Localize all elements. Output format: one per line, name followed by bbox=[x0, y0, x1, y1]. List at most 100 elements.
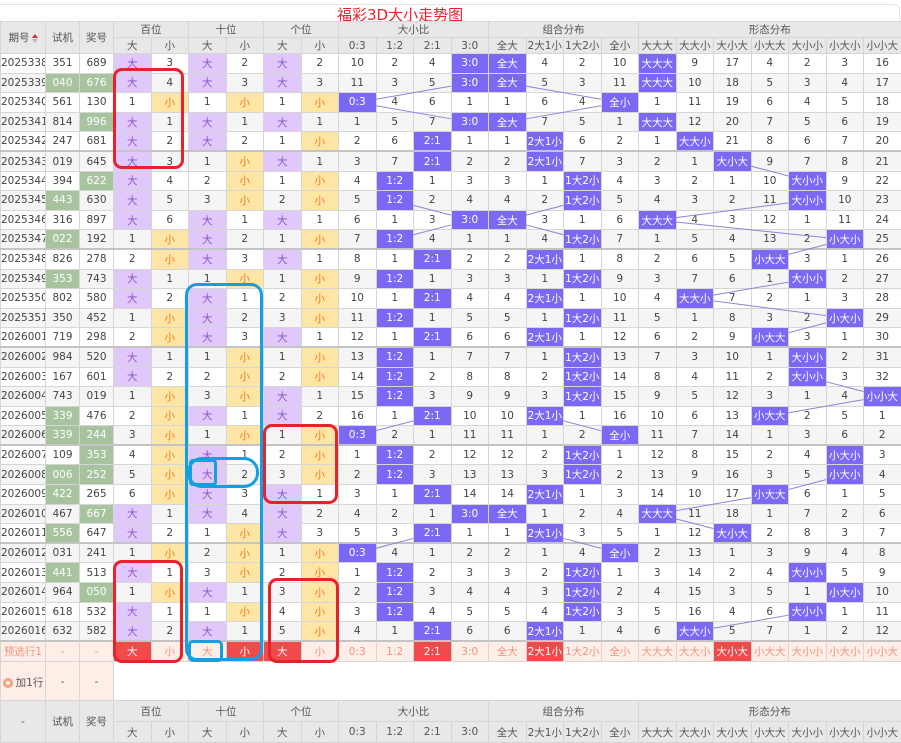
subheader-6: 0:3 bbox=[339, 38, 377, 54]
preselect-option[interactable]: 大大小 bbox=[676, 641, 714, 662]
draw-number-cell: 532 bbox=[80, 602, 114, 622]
preselect-option[interactable]: 大大大 bbox=[639, 641, 677, 662]
test-number-cell: 339 bbox=[46, 426, 80, 446]
draw-number-cell: 050 bbox=[80, 583, 114, 603]
trend-cell: 12 bbox=[339, 328, 377, 348]
trend-cell: 11 bbox=[639, 426, 677, 446]
trend-cell: 2 bbox=[489, 151, 527, 171]
preselect-option[interactable]: 小大大 bbox=[751, 641, 789, 662]
test-number-cell: 422 bbox=[46, 485, 80, 505]
issue-cell: 2025342 bbox=[1, 132, 46, 152]
trend-hit-cell: 大小小 bbox=[789, 563, 827, 583]
draw-number-cell: 630 bbox=[80, 191, 114, 211]
trend-cell: 3 bbox=[451, 563, 489, 583]
trend-cell: 6 bbox=[714, 269, 752, 289]
column-header-issue[interactable]: 期号 bbox=[1, 22, 46, 54]
trend-cell: 3 bbox=[601, 151, 639, 171]
preselect-option[interactable]: 全大 bbox=[489, 641, 527, 662]
trend-cell: 1 bbox=[189, 93, 227, 113]
trend-cell: 3 bbox=[489, 269, 527, 289]
preselect-option[interactable]: 小 bbox=[226, 641, 264, 662]
issue-cell: 2026012 bbox=[1, 543, 46, 563]
trend-hit-cell: 小大小 bbox=[826, 308, 864, 328]
trend-cell: 2 bbox=[264, 191, 302, 211]
trend-cell: 1 bbox=[301, 328, 339, 348]
preselect-option[interactable]: 小小大 bbox=[864, 641, 901, 662]
test-number-cell: 467 bbox=[46, 504, 80, 524]
preselect-option[interactable]: 2:1 bbox=[414, 641, 452, 662]
trend-hit-cell: 2大1小 bbox=[526, 249, 564, 269]
preselect-option[interactable]: 大 bbox=[264, 641, 302, 662]
trend-cell: 2 bbox=[601, 465, 639, 485]
trend-cell: 4 bbox=[639, 289, 677, 309]
preselect-option[interactable]: 全小 bbox=[601, 641, 639, 662]
trend-cell: 6 bbox=[414, 93, 452, 113]
trend-cell: 3 bbox=[714, 210, 752, 230]
trend-cell: 1 bbox=[526, 426, 564, 446]
add-row-button[interactable]: 加1行 bbox=[1, 662, 46, 703]
preselect-option[interactable]: 小大小 bbox=[826, 641, 864, 662]
preselect-option[interactable]: 2大1小 bbox=[526, 641, 564, 662]
trend-cell: 6 bbox=[526, 93, 564, 113]
trend-cell: 11 bbox=[714, 367, 752, 387]
trend-cell: 1 bbox=[751, 269, 789, 289]
trend-hit-cell: 小大大 bbox=[751, 485, 789, 505]
preselect-option[interactable]: 大小大 bbox=[714, 641, 752, 662]
trend-cell: 1 bbox=[226, 289, 264, 309]
preselect-option[interactable]: 小 bbox=[301, 641, 339, 662]
preselect-option[interactable]: 1大2小 bbox=[564, 641, 602, 662]
trend-hit-cell: 大 bbox=[114, 54, 152, 74]
trend-cell: 13 bbox=[489, 465, 527, 485]
trend-cell: 7 bbox=[564, 151, 602, 171]
preselect-option[interactable]: 大 bbox=[114, 641, 152, 662]
trend-cell: 1 bbox=[526, 171, 564, 191]
trend-cell: 1 bbox=[676, 151, 714, 171]
trend-cell: 1 bbox=[751, 426, 789, 446]
preselect-option[interactable]: 3:0 bbox=[451, 641, 489, 662]
trend-cell: 7 bbox=[376, 151, 414, 171]
subheader-1: 小 bbox=[151, 722, 189, 743]
group-header-units: 个位 bbox=[264, 22, 339, 38]
subheader-19: 小大小 bbox=[826, 722, 864, 743]
trend-hit-cell: 全小 bbox=[601, 543, 639, 563]
preselect-option[interactable]: 1:2 bbox=[376, 641, 414, 662]
trend-cell: 32 bbox=[864, 367, 901, 387]
trend-hit-cell: 大小小 bbox=[789, 367, 827, 387]
draw-number-cell: 192 bbox=[80, 230, 114, 250]
trend-cell: 3 bbox=[639, 171, 677, 191]
trend-cell: 1 bbox=[526, 308, 564, 328]
trend-cell: 1 bbox=[789, 387, 827, 407]
draw-number-cell: 647 bbox=[80, 524, 114, 544]
preselect-option[interactable]: 大小小 bbox=[789, 641, 827, 662]
trend-hit-cell: 小 bbox=[226, 347, 264, 367]
trend-cell: 2 bbox=[826, 269, 864, 289]
trend-cell: 4 bbox=[564, 93, 602, 113]
trend-cell: 11 bbox=[601, 308, 639, 328]
draw-number-cell: 676 bbox=[80, 73, 114, 93]
trend-hit-cell: 3:0 bbox=[451, 73, 489, 93]
trend-cell: 5 bbox=[714, 249, 752, 269]
trend-cell: 13 bbox=[676, 543, 714, 563]
trend-cell: 4 bbox=[414, 230, 452, 250]
trend-cell: 1 bbox=[114, 308, 152, 328]
trend-cell: 6 bbox=[114, 485, 152, 505]
sort-arrows-icon[interactable] bbox=[32, 34, 38, 43]
add-row-label: 加1行 bbox=[16, 677, 44, 689]
trend-cell: 6 bbox=[601, 210, 639, 230]
trend-cell: 9 bbox=[639, 387, 677, 407]
trend-cell: 12 bbox=[639, 445, 677, 465]
trend-cell: 5 bbox=[676, 230, 714, 250]
preselect-option[interactable]: 小 bbox=[151, 641, 189, 662]
preselect-option[interactable]: 0:3 bbox=[339, 641, 377, 662]
trend-cell: 2 bbox=[339, 583, 377, 603]
trend-cell: 6 bbox=[751, 602, 789, 622]
trend-cell: 5 bbox=[114, 465, 152, 485]
preselect-option[interactable]: 大 bbox=[189, 641, 227, 662]
trend-cell: 6 bbox=[339, 210, 377, 230]
issue-cell: 2025351 bbox=[1, 308, 46, 328]
trend-cell: 2 bbox=[226, 230, 264, 250]
trend-cell: 2 bbox=[339, 465, 377, 485]
